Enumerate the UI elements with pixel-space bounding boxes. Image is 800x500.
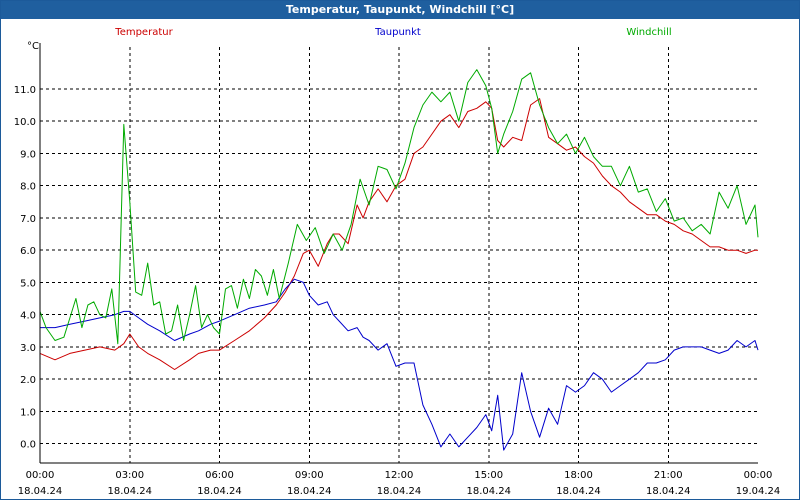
y-tick-label: 3.0	[20, 343, 36, 354]
y-tick-label: 4.0	[20, 311, 36, 322]
y-tick-label: 8.0	[20, 182, 36, 193]
x-tick-date: 18.04.24	[466, 486, 511, 497]
x-tick-date: 19.04.24	[736, 486, 781, 497]
legend-taupunkt: Taupunkt	[374, 27, 421, 38]
x-tick-time: 00:00	[26, 470, 55, 481]
y-axis-label: °C	[27, 41, 39, 52]
series-line-taupunkt	[40, 278, 759, 451]
y-tick-label: 5.0	[20, 278, 36, 289]
x-tick-time: 18:00	[564, 470, 593, 481]
y-tick-label: 10.0	[14, 117, 36, 128]
grid	[40, 47, 758, 463]
y-tick-label: 0.0	[20, 440, 36, 451]
legend-temperatur: Temperatur	[114, 27, 173, 38]
chart-title: Temperatur, Taupunkt, Windchill [°C]	[1, 1, 799, 19]
legend-windchill: Windchill	[626, 27, 671, 38]
y-tick-label: 9.0	[20, 149, 36, 160]
labels: 0.0 1.0 2.0 3.0 4.0 5.0 6.0 7.0 8.0 9.0 10.0 11.0 00…	[14, 27, 781, 497]
x-tick-time: 15:00	[474, 470, 503, 481]
axes	[39, 43, 758, 464]
x-tick-date: 18.04.24	[197, 486, 242, 497]
x-tick-time: 12:00	[385, 470, 414, 481]
x-tick-time: 03:00	[115, 470, 144, 481]
series-line-temperatur	[39, 98, 758, 370]
x-tick-date: 18.04.24	[287, 486, 332, 497]
x-tick-date: 18.04.24	[18, 486, 63, 497]
x-tick-time: 21:00	[654, 470, 683, 481]
y-tick-label: 2.0	[20, 375, 36, 386]
y-tick-label: 6.0	[20, 246, 36, 257]
y-tick-label: 1.0	[20, 407, 36, 418]
x-tick-time: 06:00	[205, 470, 234, 481]
series-line-windchill	[39, 69, 759, 345]
x-tick-time: 00:00	[744, 470, 773, 481]
series-lines	[39, 69, 759, 451]
x-tick-date: 18.04.24	[377, 486, 422, 497]
x-tick-date: 18.04.24	[646, 486, 691, 497]
y-tick-label: 7.0	[20, 214, 36, 225]
x-tick-date: 18.04.24	[107, 486, 152, 497]
x-tick-time: 09:00	[295, 470, 324, 481]
x-tick-date: 18.04.24	[556, 486, 601, 497]
y-tick-label: 11.0	[14, 85, 36, 96]
